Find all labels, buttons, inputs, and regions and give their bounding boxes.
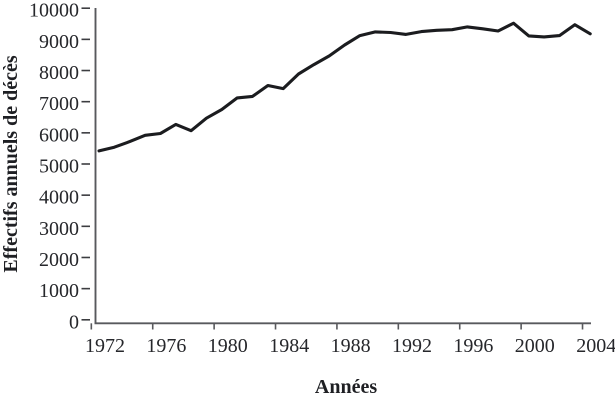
ticks-layer: 0 1000 2000 3000 4000 5000 6000 7000 8000 9000 100… (29, 0, 615, 357)
x-tick-label: 2004 (576, 335, 615, 357)
y-tick-label: 0 (69, 311, 79, 333)
y-tick-label: 1000 (39, 280, 79, 302)
x-tick-label: 1988 (331, 335, 371, 357)
y-tick-label: 10000 (29, 0, 79, 22)
y-axis-title: Effectifs annuels de décès (0, 55, 22, 272)
y-tick-label: 9000 (39, 31, 79, 53)
y-tick-label: 7000 (39, 93, 79, 115)
x-tick-label: 2000 (515, 335, 555, 357)
x-tick-label: 1972 (85, 335, 125, 357)
x-tick-label: 1976 (146, 335, 186, 357)
y-tick-label: 8000 (39, 62, 79, 84)
y-tick-label: 3000 (39, 218, 79, 240)
x-tick-label: 1992 (392, 335, 432, 357)
y-tick-label: 6000 (39, 124, 79, 146)
deaths-line-series (97, 21, 592, 153)
series-layer (97, 21, 592, 153)
axes-layer (94, 8, 591, 325)
x-axis-title: Années (315, 376, 377, 398)
y-tick-label: 4000 (39, 187, 79, 209)
y-tick-label: 5000 (39, 156, 79, 178)
x-tick-label: 1996 (453, 335, 493, 357)
x-tick-label: 1984 (269, 335, 309, 357)
x-tick-label: 1980 (208, 335, 248, 357)
y-tick-label: 2000 (39, 249, 79, 271)
